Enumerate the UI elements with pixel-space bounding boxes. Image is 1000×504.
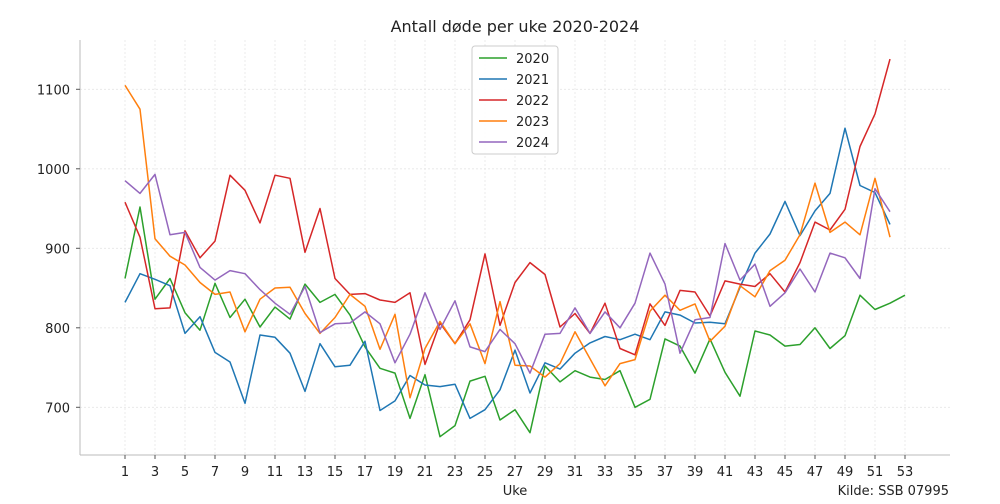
legend-frame (471, 45, 559, 155)
x-tick-label: 11 (267, 465, 284, 480)
x-tick-label: 13 (297, 465, 314, 480)
series-line-2021 (124, 127, 891, 420)
x-tick-label: 31 (567, 465, 584, 480)
x-axis-label: Uke (503, 484, 528, 499)
x-tick-label: 33 (597, 465, 614, 480)
x-tick-label: 37 (657, 465, 674, 480)
x-tick-label: 3 (151, 465, 159, 480)
legend: 2020 2021 2022 2023 2024 (471, 45, 559, 155)
series-line-2020 (124, 206, 906, 438)
x-tick-label: 9 (241, 465, 249, 480)
x-tick-label: 27 (507, 465, 524, 480)
y-tick-label: 1000 (37, 163, 70, 178)
x-tick-label: 51 (867, 465, 884, 480)
y-ticks: 700 800 900 1000 1100 (37, 83, 80, 416)
x-tick-label: 23 (447, 465, 464, 480)
x-tick-label: 35 (627, 465, 644, 480)
source-note: Kilde: SSB 07995 (838, 484, 949, 499)
legend-label-2023: 2023 (516, 115, 549, 130)
x-ticks: 1 3 5 7 9 11 13 15 17 19 21 23 25 27 29 31 33 35 37 39 41 43 4… (121, 455, 913, 480)
chart-title: Antall døde per uke 2020-2024 (391, 17, 640, 36)
x-tick-label: 45 (777, 465, 794, 480)
x-tick-label: 39 (687, 465, 704, 480)
x-tick-label: 7 (211, 465, 219, 480)
x-tick-label: 53 (897, 465, 914, 480)
legend-label-2024: 2024 (516, 136, 549, 151)
x-tick-label: 29 (537, 465, 554, 480)
y-tick-label: 900 (45, 242, 70, 257)
x-tick-label: 41 (717, 465, 734, 480)
x-tick-label: 5 (181, 465, 189, 480)
x-tick-label: 43 (747, 465, 764, 480)
legend-label-2022: 2022 (516, 94, 549, 109)
series-line-2024 (124, 173, 891, 374)
x-tick-label: 25 (477, 465, 494, 480)
legend-label-2020: 2020 (516, 52, 549, 67)
legend-items: 2020 2021 2022 2023 2024 (479, 52, 549, 151)
x-tick-label: 17 (357, 465, 374, 480)
x-tick-label: 19 (387, 465, 404, 480)
y-tick-label: 700 (45, 401, 70, 416)
x-tick-label: 21 (417, 465, 434, 480)
y-tick-label: 1100 (37, 83, 70, 98)
x-tick-label: 49 (837, 465, 854, 480)
y-tick-label: 800 (45, 322, 70, 337)
x-tick-label: 15 (327, 465, 344, 480)
series-lines (124, 58, 906, 438)
x-tick-label: 1 (121, 465, 129, 480)
legend-label-2021: 2021 (516, 73, 549, 88)
series-line-2022 (124, 58, 891, 366)
x-tick-label: 47 (807, 465, 824, 480)
